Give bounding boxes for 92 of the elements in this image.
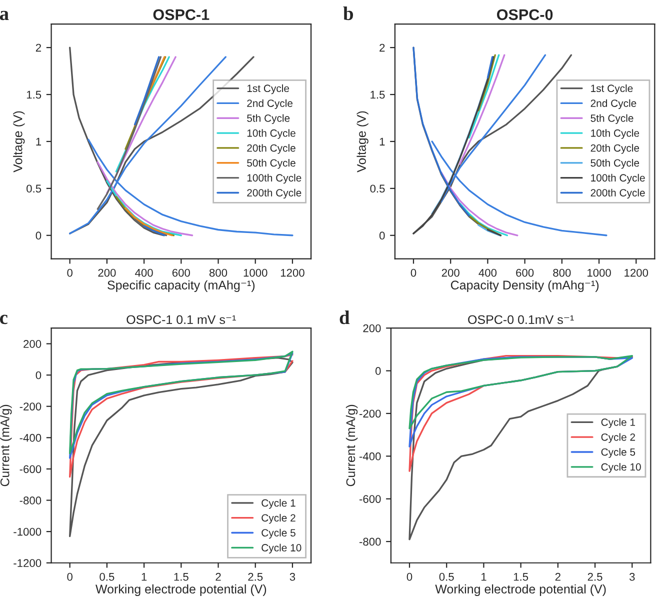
x-tick-label: 0.5 (100, 572, 114, 581)
y-tick-label: 0.5 (26, 184, 42, 193)
y-tick-label: 0 (36, 232, 42, 240)
chart-title: OSPC-1 0.1 mV s⁻¹ (126, 315, 236, 324)
y-tick-label: 2 (380, 44, 385, 52)
x-tick-label: 0 (410, 268, 416, 277)
x-tick-label: 3 (290, 572, 296, 581)
x-tick-label: 800 (209, 268, 228, 277)
legend-label: 5th Cycle (247, 114, 290, 124)
x-tick-label: 1000 (244, 268, 268, 277)
x-tick-label: 1200 (280, 268, 304, 277)
x-tick-label: 600 (172, 268, 190, 277)
text: c (0, 314, 8, 324)
y-axis-title: Current (mA/g) (346, 404, 358, 486)
chart-title: OSPC-0 0.1mV s⁻¹ (468, 315, 574, 324)
legend-label: 1st Cycle (591, 84, 633, 94)
y-tick-label: 200 (363, 324, 381, 332)
x-tick-label: 400 (135, 268, 153, 277)
x-tick-label: 1 (142, 573, 147, 581)
x-tick-label: 0 (67, 572, 72, 581)
legend-label: 50th Cycle (247, 158, 296, 169)
x-tick-label: 800 (553, 268, 571, 277)
text: a (0, 10, 9, 20)
legend-label: 100th Cycle (247, 174, 302, 184)
x-tick-label: 3 (629, 572, 635, 581)
x-tick-label: 200 (98, 268, 116, 277)
x-tick-label: 200 (442, 268, 460, 277)
legend-label: Cycle 5 (262, 528, 296, 539)
legend-label: 2nd Cycle (590, 99, 636, 110)
legend-label: Cycle 10 (262, 544, 302, 554)
y-tick-label: 0 (36, 371, 42, 380)
y-tick-label: -200 (20, 402, 42, 410)
legend-label: 10th Cycle (247, 129, 296, 139)
y-tick-label: -400 (20, 434, 42, 442)
legend-label: Cycle 1 (601, 418, 636, 428)
legend-label: 50th Cycle (590, 158, 640, 169)
text: d (340, 310, 350, 324)
legend-label: 5th Cycle (590, 114, 634, 124)
x-tick-label: 0 (406, 572, 412, 581)
legend-label: Cycle 2 (601, 433, 635, 443)
y-tick-label: -400 (359, 452, 381, 460)
x-axis-title: Capacity Density (mAhg⁻¹) (450, 280, 599, 292)
x-axis-title: Working electrode potential (V) (435, 584, 606, 596)
x-tick-label: 2 (555, 572, 560, 581)
x-tick-label: 2 (216, 572, 221, 581)
text: b (343, 6, 354, 20)
x-tick-label: 0.5 (439, 572, 454, 581)
x-tick-label: 0 (67, 268, 72, 277)
legend-label: Cycle 5 (601, 448, 636, 458)
legend-label: Cycle 2 (262, 514, 296, 524)
y-tick-label: 1.5 (370, 90, 385, 99)
y-tick-label: -1200 (14, 559, 42, 568)
y-tick-label: 1.5 (26, 90, 42, 99)
legend-label: 1st Cycle (247, 84, 290, 94)
y-tick-label: 200 (24, 340, 42, 348)
x-tick-label: 1 (481, 573, 486, 581)
y-tick-label: -600 (20, 465, 42, 474)
y-tick-label: 0 (375, 367, 381, 375)
y-tick-label: -1000 (14, 528, 42, 536)
legend-label: 2nd Cycle (247, 99, 292, 110)
x-tick-label: 400 (478, 268, 497, 277)
legend-label: Cycle 1 (262, 499, 296, 509)
legend-label: Cycle 10 (601, 463, 641, 473)
legend-label: 20th Cycle (247, 144, 296, 154)
x-tick-label: 2.5 (588, 572, 602, 581)
x-axis-title: Specific capacity (mAhg⁻¹) (108, 280, 255, 292)
legend-label: 200th Cycle (590, 188, 645, 199)
legend-label: 10th Cycle (591, 129, 640, 139)
legend-label: 200th Cycle (247, 188, 302, 199)
y-tick-label: 2 (36, 44, 41, 52)
y-tick-label: -600 (359, 495, 381, 503)
y-tick-label: 1 (380, 138, 385, 146)
x-tick-label: 2.5 (248, 572, 263, 581)
legend-label: 20th Cycle (590, 144, 640, 154)
y-tick-label: -200 (359, 410, 381, 418)
x-tick-label: 1000 (588, 268, 611, 277)
y-axis-title: Voltage (V) (13, 111, 25, 172)
chart-title: OSPC-0 (496, 9, 553, 20)
y-axis-title: Current (mA/g) (0, 404, 12, 486)
chart-title: OSPC-1 (153, 9, 210, 20)
y-axis-title: Voltage (V) (356, 111, 368, 172)
x-axis-title: Working electrode potential (V) (96, 584, 266, 596)
y-tick-label: 0 (379, 232, 385, 240)
y-tick-label: -800 (20, 496, 42, 504)
y-tick-label: 1 (36, 138, 42, 146)
x-tick-label: 1200 (624, 268, 648, 277)
y-tick-label: -800 (359, 538, 381, 546)
y-tick-label: 0.5 (370, 184, 385, 193)
legend-label: 100th Cycle (591, 174, 645, 184)
x-tick-label: 1.5 (514, 573, 528, 581)
x-tick-label: 1.5 (174, 573, 188, 581)
x-tick-label: 600 (516, 268, 534, 277)
